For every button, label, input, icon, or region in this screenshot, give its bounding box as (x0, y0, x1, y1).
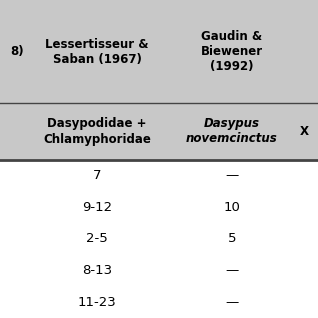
Text: —: — (225, 169, 238, 182)
Text: 2-5: 2-5 (86, 232, 108, 245)
Text: 9-12: 9-12 (82, 201, 112, 214)
Text: 8-13: 8-13 (82, 264, 112, 277)
Text: 7: 7 (93, 169, 101, 182)
Bar (0, 0, 318, 103)
Text: —: — (225, 264, 238, 277)
Bar (0, 160, 318, 318)
Text: —: — (225, 296, 238, 309)
Text: X: X (300, 125, 308, 138)
Text: Dasypodidae +
Chlamyphoridae: Dasypodidae + Chlamyphoridae (43, 117, 151, 146)
Text: Dasypus
novemcinctus: Dasypus novemcinctus (186, 117, 278, 146)
Text: 10: 10 (224, 201, 240, 214)
Text: 11-23: 11-23 (78, 296, 116, 309)
Text: Gaudin &
Biewener
(1992): Gaudin & Biewener (1992) (201, 30, 263, 73)
Text: 5: 5 (228, 232, 236, 245)
Bar (0, 103, 318, 160)
Text: 8): 8) (10, 45, 24, 58)
Text: Lessertisseur &
Saban (1967): Lessertisseur & Saban (1967) (45, 38, 149, 66)
